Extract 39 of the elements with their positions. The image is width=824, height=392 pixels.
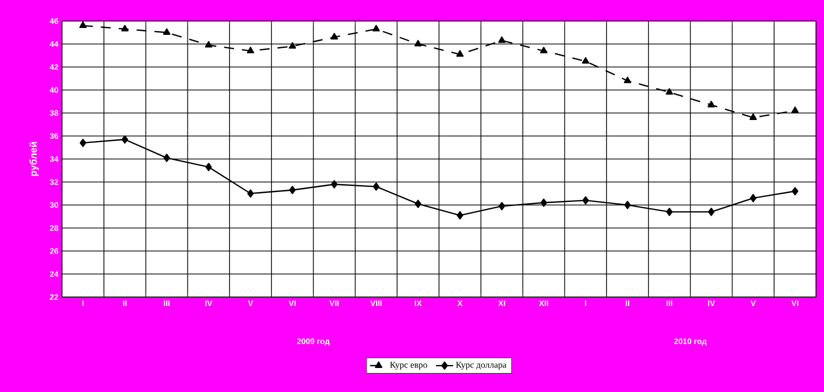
point: [540, 198, 547, 207]
point: [624, 200, 631, 210]
point: [708, 100, 715, 108]
point: [247, 189, 254, 198]
point: [498, 36, 506, 43]
point: [163, 28, 170, 35]
point: [246, 46, 254, 54]
point: [330, 32, 338, 40]
point: [204, 41, 212, 48]
point: [750, 194, 756, 202]
point: [122, 135, 128, 144]
point: [289, 186, 296, 194]
point: [666, 208, 673, 216]
point: [456, 50, 464, 57]
point: [331, 180, 338, 188]
point: [456, 211, 464, 220]
point: [750, 113, 757, 120]
point: [372, 24, 380, 32]
point: [582, 57, 590, 64]
point: [540, 46, 548, 54]
point: [582, 196, 589, 205]
point: [791, 106, 799, 114]
legend-label: Курс евро: [390, 362, 428, 370]
legend-label: Курс доллара: [456, 362, 506, 370]
point: [79, 21, 87, 28]
point: [666, 88, 674, 95]
point: [205, 162, 212, 172]
point: [498, 202, 506, 210]
point: [121, 24, 129, 32]
point: [708, 208, 715, 216]
point: [414, 200, 422, 208]
point: [792, 187, 798, 196]
point: [624, 76, 632, 84]
point: [163, 154, 170, 162]
point: [80, 138, 86, 148]
point: [288, 42, 296, 49]
y-axis-title: рублей: [29, 142, 39, 176]
point: [414, 40, 422, 46]
point: [372, 182, 380, 191]
